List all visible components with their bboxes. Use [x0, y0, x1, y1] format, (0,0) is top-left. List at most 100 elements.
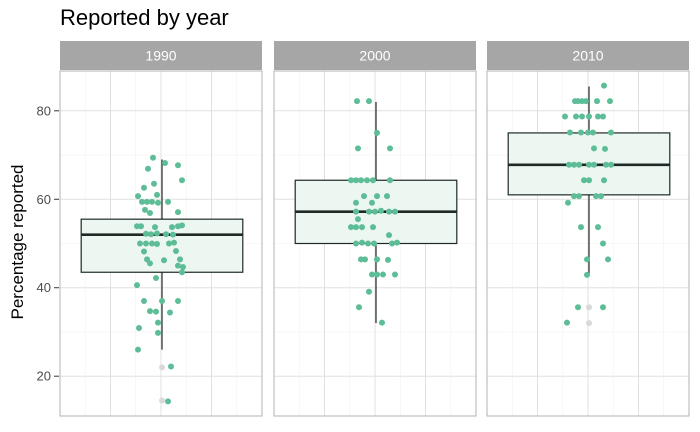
data-point [366, 208, 372, 215]
data-point [586, 177, 592, 184]
y-tick-label: 60 [37, 192, 51, 207]
data-point [591, 145, 597, 152]
data-point [348, 224, 354, 231]
facet-strip-label: 2010 [572, 48, 603, 64]
data-point [595, 224, 601, 231]
data-point [147, 209, 153, 216]
data-point [355, 145, 361, 152]
data-point [358, 177, 364, 184]
data-point [175, 209, 181, 216]
data-point [386, 232, 392, 239]
data-point [134, 282, 140, 289]
data-point [562, 113, 568, 120]
facet-strip [487, 41, 689, 70]
data-point [356, 304, 362, 311]
data-point [571, 161, 577, 168]
data-point [600, 240, 606, 247]
data-point [180, 263, 186, 270]
panel-border [59, 70, 263, 417]
data-point [394, 239, 400, 246]
data-point [135, 346, 141, 353]
data-point [565, 199, 571, 206]
data-point [365, 240, 371, 247]
data-point [392, 208, 398, 215]
data-point [600, 304, 606, 311]
data-point [386, 208, 392, 215]
data-point [387, 177, 393, 184]
data-point [581, 177, 587, 184]
data-point [583, 98, 589, 105]
facet-panels: 1990 2000 2010 [59, 41, 690, 417]
data-point [571, 193, 577, 200]
data-point [353, 177, 359, 184]
data-point [175, 262, 181, 269]
data-point [374, 193, 380, 200]
data-point [608, 129, 614, 136]
box-iqr [80, 218, 244, 273]
data-point [392, 271, 398, 278]
data-point [162, 160, 168, 166]
outlier-point [586, 304, 592, 311]
data-point [361, 193, 367, 200]
data-point [173, 248, 179, 255]
data-point [362, 256, 368, 263]
data-point [135, 193, 141, 200]
data-point [175, 298, 181, 304]
data-point [147, 260, 153, 267]
data-point [154, 191, 160, 198]
y-tick-label: 80 [37, 103, 51, 118]
data-point [366, 288, 372, 295]
data-point [144, 198, 150, 205]
data-point [145, 165, 151, 172]
data-point [141, 298, 147, 304]
data-point [161, 257, 167, 264]
data-point [159, 298, 165, 304]
data-point [366, 98, 372, 105]
data-point [378, 207, 384, 214]
data-point [138, 223, 144, 230]
data-point [179, 177, 185, 184]
data-point [602, 145, 608, 152]
data-point [168, 363, 174, 370]
data-point [167, 309, 173, 316]
facet-panel-2000: 2000 [273, 41, 477, 417]
data-point [564, 319, 570, 326]
facet-strip-label: 1990 [145, 48, 176, 64]
facet-strip [60, 41, 262, 70]
data-point [170, 231, 176, 238]
outlier-point [159, 364, 165, 371]
data-point [151, 180, 157, 187]
data-point [385, 256, 391, 263]
data-point [154, 240, 160, 247]
data-point [578, 129, 584, 136]
chart-title: Reported by year [60, 5, 229, 30]
data-point [166, 240, 172, 247]
data-point [155, 319, 161, 326]
data-point [566, 161, 572, 168]
facet-strip-label: 2000 [359, 48, 390, 64]
data-point [155, 199, 161, 206]
data-point [593, 193, 599, 200]
data-point [353, 240, 359, 247]
data-point [595, 113, 601, 120]
data-point [154, 230, 160, 237]
data-point [369, 199, 375, 206]
data-point [177, 256, 183, 263]
data-point [369, 271, 375, 278]
data-point [153, 308, 159, 315]
data-point [143, 230, 149, 237]
data-point [354, 98, 360, 105]
data-point [586, 113, 592, 120]
data-point [163, 231, 169, 238]
data-point [171, 239, 177, 246]
data-point [165, 398, 171, 405]
data-point [586, 161, 592, 168]
data-point [143, 240, 149, 247]
facet-panel-1990: 1990 [59, 41, 263, 417]
panel-border [273, 70, 477, 417]
data-point [584, 256, 590, 263]
data-point [380, 271, 386, 278]
data-point [359, 224, 365, 231]
data-point [148, 231, 154, 238]
